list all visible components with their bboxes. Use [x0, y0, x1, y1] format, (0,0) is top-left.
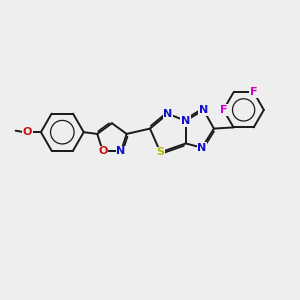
Text: F: F	[220, 105, 227, 115]
Text: F: F	[250, 87, 257, 98]
Text: N: N	[163, 109, 172, 119]
Text: N: N	[116, 146, 126, 156]
Text: S: S	[156, 147, 164, 158]
Text: N: N	[181, 116, 190, 126]
Text: N: N	[199, 105, 208, 115]
Text: O: O	[23, 127, 32, 137]
Text: N: N	[197, 142, 207, 153]
Text: O: O	[98, 146, 108, 156]
